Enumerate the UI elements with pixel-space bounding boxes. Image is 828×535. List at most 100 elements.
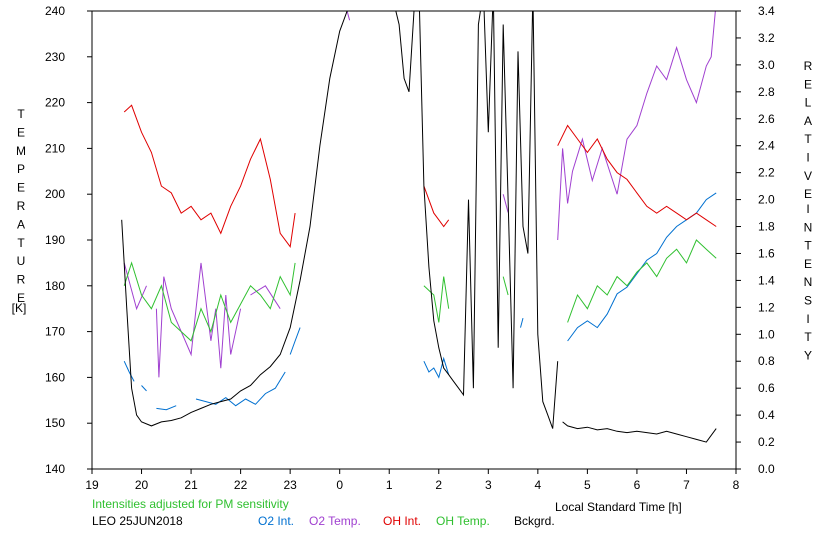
x-tick-label: 0 [336, 478, 343, 492]
series-o2_int-segment-1 [141, 385, 147, 392]
y-right-label-letter: E [804, 257, 812, 271]
y-right-tick-label: 1.4 [758, 273, 775, 287]
y-left-label-letter: E [17, 181, 25, 195]
y-right-tick-label: 1.0 [758, 327, 775, 341]
series-o2_int-segment-4 [289, 327, 301, 355]
y-right-tick-label: 3.4 [758, 4, 775, 18]
y-left-label-letter: A [17, 217, 25, 231]
y-left-label-letter: T [17, 107, 25, 121]
x-axis-label: Local Standard Time [h] [555, 500, 682, 514]
y-left-tick-label: 160 [45, 370, 65, 384]
y-left-tick-label: 150 [45, 416, 65, 430]
legend-o2-int: O2 Int. [258, 514, 295, 528]
legend-oh-int: OH Int. [383, 514, 422, 528]
y-right-label-letter: A [804, 114, 812, 128]
legend-bckgrd: Bckgrd. [514, 514, 555, 528]
y-left-tick-label: 200 [45, 187, 65, 201]
series-o2_temp-segment-1 [155, 262, 242, 378]
series-o2_int-segment-2 [156, 405, 177, 411]
axes-layer [87, 10, 741, 474]
y-right-tick-label: 2.4 [758, 139, 775, 153]
y-right-label-letter: L [805, 96, 812, 110]
y-right-tick-label: 1.6 [758, 246, 775, 260]
y-left-label-letter: R [17, 199, 26, 213]
series-oh_int-segment-1 [423, 185, 450, 228]
y-left-label-letter: T [17, 236, 25, 250]
x-tick-label: 4 [535, 478, 542, 492]
x-tick-label: 21 [184, 478, 198, 492]
y-left-label-letter: P [17, 162, 25, 176]
series-layer [121, 11, 717, 443]
series-o2_int-segment-3 [195, 371, 286, 407]
x-tick-label: 2 [435, 478, 442, 492]
y-left-label-letter: M [16, 144, 26, 158]
x-tick-label: 3 [485, 478, 492, 492]
x-tick-label: 8 [733, 478, 740, 492]
y-right-tick-label: 2.8 [758, 85, 775, 99]
series-o2_int-segment-5 [423, 356, 450, 379]
y-right-tick-label: 0.6 [758, 381, 775, 395]
series-bckgrd-segment-2 [562, 421, 717, 443]
x-tick-label: 5 [584, 478, 591, 492]
y-left-label-letter: U [17, 254, 26, 268]
y-right-tick-label: 3.0 [758, 58, 775, 72]
series-bckgrd-segment-0 [121, 11, 348, 427]
y-right-label-letter: S [804, 294, 812, 308]
series-o2_temp-segment-2 [250, 285, 281, 309]
series-o2_temp-segment-5 [557, 11, 716, 241]
y-right-label-letter: E [804, 77, 812, 91]
y-right-tick-label: 0.8 [758, 354, 775, 368]
note-text: Intensities adjusted for PM sensitivity [92, 497, 289, 511]
y-right-label-letter: V [804, 169, 812, 183]
y-right-label-letter: R [804, 59, 813, 73]
y-right-tick-label: 3.2 [758, 31, 775, 45]
y-right-tick-label: 1.2 [758, 300, 775, 314]
y-left-tick-label: 170 [45, 325, 65, 339]
y-left-tick-label: 190 [45, 233, 65, 247]
series-oh_temp-segment-3 [567, 239, 717, 323]
series-o2_int-segment-0 [123, 360, 135, 382]
labels-layer: 19 20 21 22 23 0 1 2 3 4 5 6 7 8140150160170180190200… [12, 4, 813, 492]
series-o2_temp-segment-0 [123, 262, 147, 311]
y-right-label-letter: E [804, 187, 812, 201]
y-right-tick-label: 0.0 [758, 462, 775, 476]
y-left-tick-label: 140 [45, 462, 65, 476]
y-right-label-letter: I [806, 312, 809, 326]
y-right-label-letter: T [804, 239, 812, 253]
y-right-label-letter: I [806, 202, 809, 216]
series-oh_int-segment-0 [123, 104, 296, 248]
x-tick-label: 19 [85, 478, 99, 492]
series-oh_int-segment-2 [557, 124, 717, 227]
series-oh_temp-segment-0 [123, 261, 296, 342]
x-tick-label: 23 [283, 478, 297, 492]
y-right-tick-label: 1.8 [758, 220, 775, 234]
series-bckgrd-segment-1 [395, 11, 559, 429]
y-left-label-letter: R [17, 273, 26, 287]
y-left-label-letter: E [17, 291, 25, 305]
y-right-tick-label: 2.0 [758, 193, 775, 207]
y-right-label-letter: T [804, 330, 812, 344]
series-oh_temp-segment-1 [423, 276, 450, 323]
x-tick-label: 1 [386, 478, 393, 492]
y-left-tick-label: 230 [45, 50, 65, 64]
legend-oh-temp: OH Temp. [436, 514, 490, 528]
x-tick-label: 6 [634, 478, 641, 492]
y-right-tick-label: 2.2 [758, 166, 775, 180]
y-right-tick-label: 0.2 [758, 435, 775, 449]
station-label: LEO 25JUN2018 [92, 514, 183, 528]
y-right-label-letter: Y [804, 348, 812, 362]
y-left-tick-label: 180 [45, 279, 65, 293]
y-right-label-letter: N [804, 275, 813, 289]
y-left-tick-label: 220 [45, 96, 65, 110]
x-tick-label: 7 [683, 478, 690, 492]
x-tick-label: 20 [135, 478, 149, 492]
y-right-tick-label: 2.6 [758, 112, 775, 126]
legend-o2-temp: O2 Temp. [309, 514, 361, 528]
y-right-label-letter: I [806, 151, 809, 165]
y-left-tick-label: 240 [45, 4, 65, 18]
y-left-tick-label: 210 [45, 141, 65, 155]
series-oh_temp-segment-2 [502, 276, 509, 296]
y-right-label-letter: N [804, 220, 813, 234]
x-tick-label: 22 [234, 478, 248, 492]
